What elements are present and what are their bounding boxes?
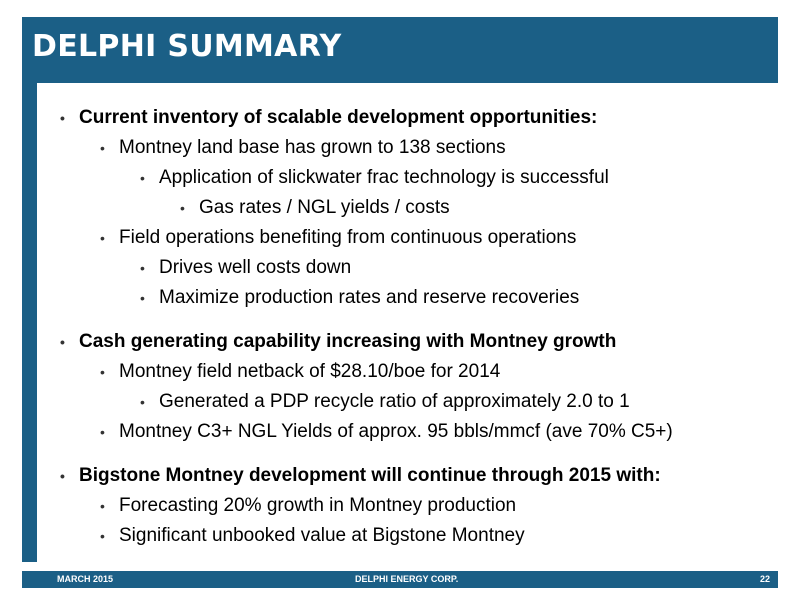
- bullet-item: • Current inventory of scalable developme…: [60, 103, 780, 133]
- bullet-icon: •: [100, 528, 105, 544]
- bullet-icon: •: [100, 364, 105, 380]
- bullet-item: • Significant unbooked value at Bigstone …: [60, 521, 780, 551]
- section-gap: [60, 447, 780, 461]
- bullet-text: Bigstone Montney development will contin…: [79, 465, 661, 486]
- bullet-text: Cash generating capability increasing wi…: [79, 331, 617, 352]
- title-bar: DELPHI SUMMARY: [22, 17, 778, 83]
- bullet-item: • Generated a PDP recycle ratio of approx…: [60, 387, 780, 417]
- bullet-item: • Montney land base has grown to 138 sect…: [60, 133, 780, 163]
- bullet-icon: •: [140, 290, 145, 306]
- bullet-text: Maximize production rates and reserve re…: [159, 287, 580, 308]
- page-number: 22: [759, 574, 770, 584]
- bullet-text: Montney land base has grown to 138 secti…: [119, 137, 506, 158]
- bullet-item: • Montney field netback of $28.10/boe for…: [60, 357, 780, 387]
- bullet-item: • Maximize production rates and reserve r…: [60, 283, 780, 313]
- bullet-text: Significant unbooked value at Bigstone M…: [119, 525, 525, 546]
- bullet-item: • Application of slickwater frac technolo…: [60, 163, 780, 193]
- bullet-text: Montney C3+ NGL Yields of approx. 95 bbl…: [119, 421, 673, 442]
- bullet-icon: •: [60, 468, 65, 484]
- bullet-icon: •: [140, 170, 145, 186]
- bullet-icon: •: [100, 230, 105, 246]
- bullet-item: • Drives well costs down: [60, 253, 780, 283]
- footer-bar: MARCH 2015 DELPHI ENERGY CORP. 22: [22, 571, 778, 588]
- bullet-item: • Montney C3+ NGL Yields of approx. 95 bb…: [60, 417, 780, 447]
- bullet-icon: •: [180, 200, 185, 216]
- bullet-icon: •: [100, 140, 105, 156]
- bullet-icon: •: [140, 394, 145, 410]
- bullet-text: Forecasting 20% growth in Montney produc…: [119, 495, 517, 516]
- bullet-item: • Forecasting 20% growth in Montney produ…: [60, 491, 780, 521]
- bullet-item: • Field operations benefiting from contin…: [60, 223, 780, 253]
- bullet-icon: •: [140, 260, 145, 276]
- bullet-list: • Current inventory of scalable developme…: [60, 103, 780, 551]
- bullet-icon: •: [100, 498, 105, 514]
- footer-date: MARCH 2015: [57, 574, 114, 584]
- bullet-icon: •: [100, 424, 105, 440]
- left-accent-bar: [22, 83, 37, 562]
- bullet-item: • Gas rates / NGL yields / costs: [60, 193, 780, 223]
- bullet-item: • Bigstone Montney development will conti…: [60, 461, 780, 491]
- section-gap: [60, 313, 780, 327]
- slide-title: DELPHI SUMMARY: [32, 29, 342, 64]
- footer-company: DELPHI ENERGY CORP.: [355, 574, 459, 584]
- bullet-item: • Cash generating capability increasing w…: [60, 327, 780, 357]
- bullet-icon: •: [60, 110, 65, 126]
- bullet-icon: •: [60, 334, 65, 350]
- bullet-text: Gas rates / NGL yields / costs: [199, 197, 450, 218]
- bullet-text: Field operations benefiting from continu…: [119, 227, 577, 248]
- bullet-text: Current inventory of scalable developmen…: [79, 107, 598, 128]
- bullet-text: Montney field netback of $28.10/boe for …: [119, 361, 501, 382]
- bullet-text: Generated a PDP recycle ratio of approxi…: [159, 391, 630, 412]
- bullet-text: Application of slickwater frac technolog…: [159, 167, 609, 188]
- bullet-text: Drives well costs down: [159, 257, 352, 278]
